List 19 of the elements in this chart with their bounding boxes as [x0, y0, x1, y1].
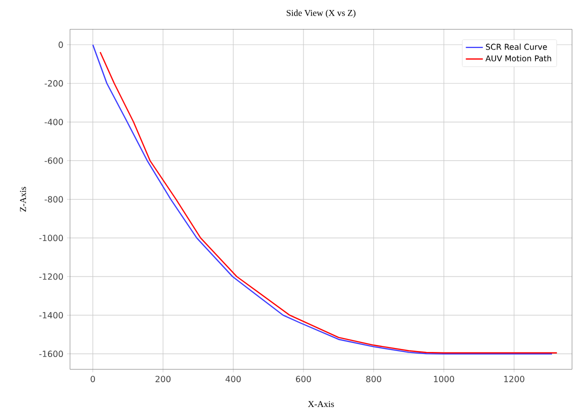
y-tick-label: -800: [44, 196, 63, 203]
chart-title: Side View (X vs Z): [286, 10, 356, 18]
y-tick-label: -1200: [39, 273, 63, 280]
y-tick-label: -1000: [39, 234, 63, 242]
x-tick-label: 0: [90, 376, 95, 382]
y-tick-label: -200: [44, 80, 63, 87]
x-tick-label: 400: [226, 376, 241, 382]
y-tick-label: 0: [58, 42, 63, 48]
x-tick-label: 800: [366, 376, 382, 382]
x-tick-label: 600: [296, 376, 311, 382]
y-tick-label: -1400: [39, 312, 63, 318]
x-tick-label: 1000: [434, 376, 454, 382]
y-tick-label: -400: [44, 118, 63, 126]
y-tick-label: -600: [44, 157, 63, 164]
x-tick-label: 200: [156, 376, 171, 382]
x-tick-label: 1200: [504, 376, 524, 382]
y-tick-label: -1600: [39, 350, 63, 358]
y-axis-title: Z-Axis: [20, 186, 26, 212]
x-axis-title: X-Axis: [308, 401, 334, 408]
